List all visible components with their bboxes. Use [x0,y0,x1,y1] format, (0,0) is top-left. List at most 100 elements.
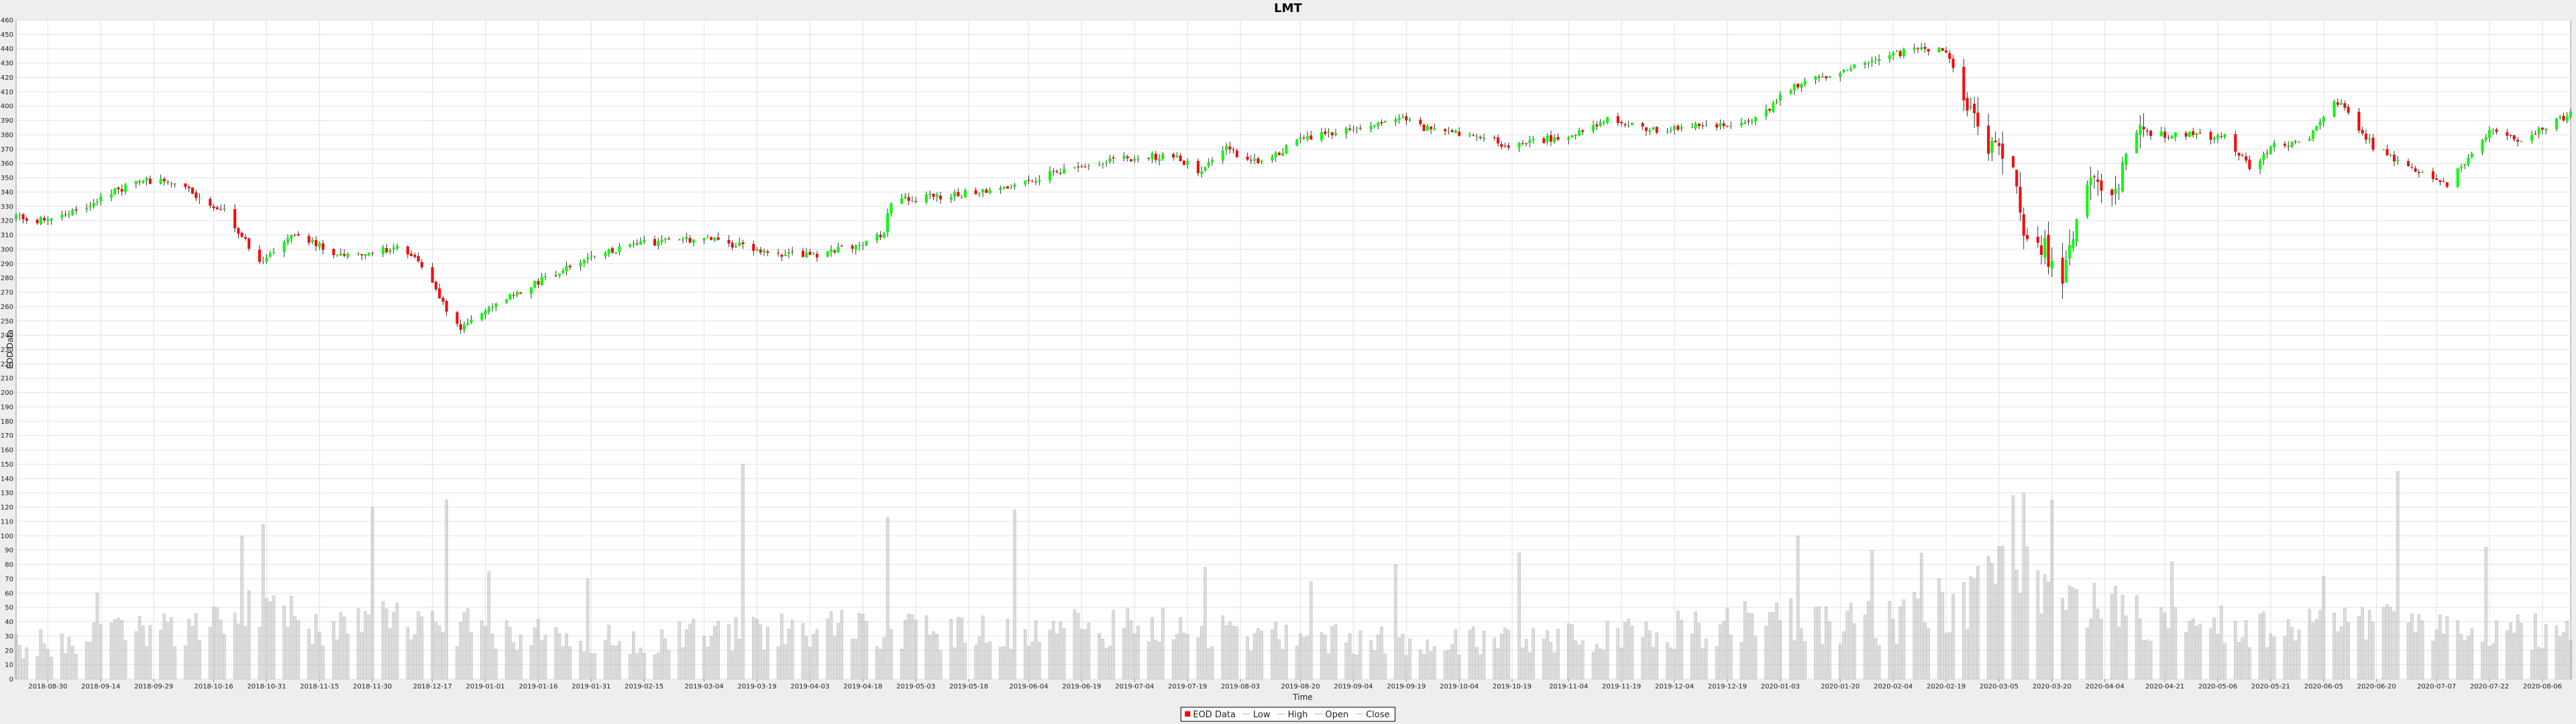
volume-bar [159,629,162,680]
volume-bar [1281,649,1285,680]
volume-bar [2248,647,2251,680]
volume-bar [533,627,537,680]
candle-body [1179,156,1182,162]
candle-body [512,294,515,296]
volume-bar [1454,629,1458,680]
volume-bar [1697,623,1701,680]
volume-bar [2096,609,2100,680]
volume-bar [2347,622,2350,680]
volume-bar [244,626,248,680]
volume-bar [1450,644,1454,680]
candle-body [1405,116,1408,121]
candle-body [2385,149,2389,156]
candle-body [441,298,445,302]
volume-bar [1937,578,1941,680]
volume-bar [2075,589,2078,680]
candle-body [1355,127,1358,129]
volume-bar [311,644,315,680]
volume-bar [381,601,385,680]
volume-bar [2389,607,2393,680]
volume-bar [610,645,614,680]
candle-body [766,251,769,253]
y-tick-label: 260 [1,304,13,311]
volume-bar [635,653,639,680]
volume-bar [117,617,120,680]
volume-bar [776,646,780,680]
candle-body [752,244,755,251]
volume-bar [1750,613,1754,680]
volume-bar [1479,654,1483,680]
candle-body [74,209,78,210]
volume-bar [1038,642,1041,680]
volume-bar [1690,634,1694,680]
y-tick-label: 200 [1,389,13,397]
volume-bar [1824,606,1828,680]
volume-bar [2322,575,2326,680]
candle-body [543,276,547,278]
y-tick-label: 460 [1,17,13,25]
candle-body [1595,124,1599,127]
candle-body [618,246,621,252]
volume-bar [2117,627,2121,680]
volume-bar [1352,654,1355,680]
candle-body [1666,131,1669,133]
candle-body [907,197,910,201]
volume-bar [2283,636,2287,680]
volume-bar [812,634,815,680]
candle-body [1525,143,1528,144]
candle-body [653,239,657,246]
candle-body [632,243,635,245]
x-tick-label: 2018-09-29 [134,683,173,690]
volume-bar [656,652,660,680]
candle-body [2075,219,2078,242]
volume-bar [1913,592,1916,680]
volume-bar [14,634,18,680]
x-tick-label: 2019-01-01 [466,683,504,690]
volume-bar [1619,648,1623,680]
candle-body [2442,181,2445,182]
candle-body [1377,122,1380,126]
volume-bar [879,649,882,680]
x-tick-label: 2019-07-19 [1168,683,1207,690]
volume-bar [1150,617,1154,680]
candle-body [515,292,519,296]
candle-body [590,255,593,257]
candle-body [2555,118,2558,129]
candle-body [540,276,543,286]
candle-body [1225,145,1228,151]
volume-bar [392,611,396,680]
volume-bar [2064,609,2068,680]
candle-body [882,233,885,238]
volume-bar [1817,607,1821,680]
candle-body [2417,172,2420,173]
volume-bar [741,464,745,680]
candle-body [2530,135,2534,141]
candle-body [1285,145,1288,154]
candle-body [2297,141,2301,143]
candle-body [14,215,18,219]
volume-bar [1927,628,1931,680]
volume-bar [1299,633,1302,680]
candle-body [865,241,868,246]
candle-body [2540,127,2544,130]
volume-bar [1369,640,1373,680]
candle-body [692,239,695,243]
candle-body [2262,154,2265,160]
volume-bar [960,617,963,680]
volume-bar [1874,638,1878,680]
volume-bar [2125,615,2128,680]
volume-bar [2100,619,2103,680]
candle-body [963,190,967,197]
volume-bar [851,639,854,680]
volume-bar [1666,642,1669,680]
volume-bar [1185,634,1189,680]
candle-body [2516,139,2520,142]
volume-bar [801,623,805,680]
candle-body [981,189,985,192]
volume-bar [459,622,462,680]
volume-bar [734,617,738,680]
volume-bar [752,617,755,680]
volume-bar [431,611,434,680]
y-tick-label: 250 [1,318,13,325]
candle-body [1916,48,1919,50]
